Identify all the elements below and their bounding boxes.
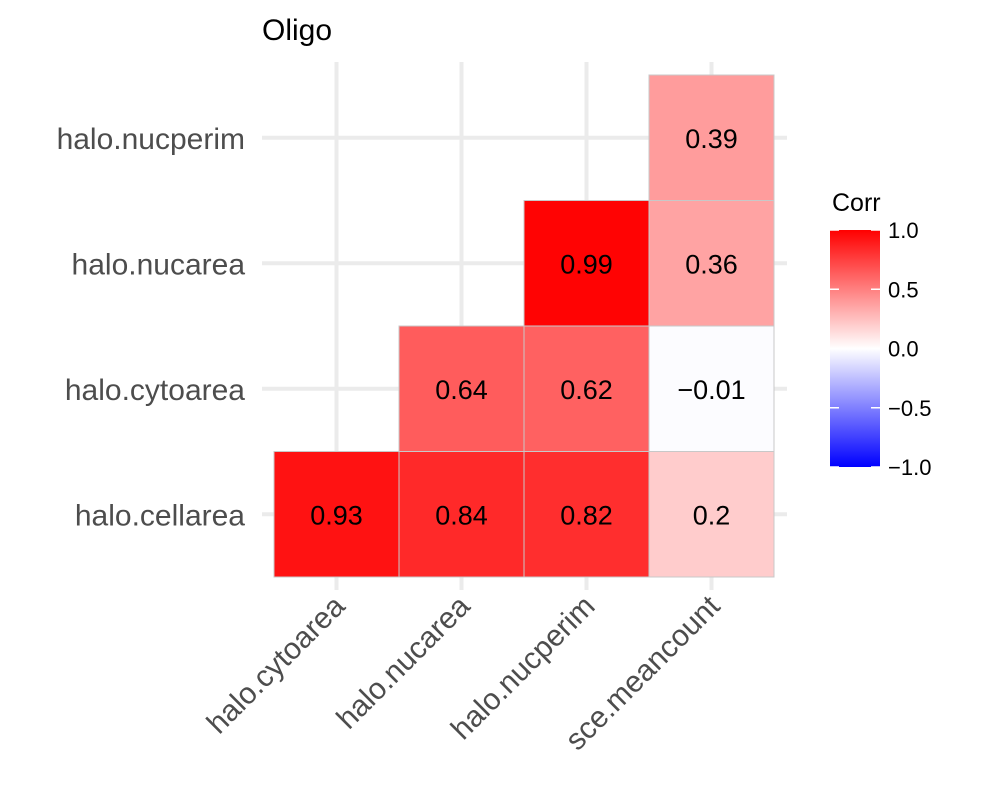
cell-value-label: 0.84 xyxy=(435,500,488,530)
y-tick-label: halo.nucarea xyxy=(72,248,246,281)
heatmap-cell xyxy=(648,451,775,578)
cell-labels-layer: 0.93 0.84 0.82 0.2 0.64 0.62 −0.01 0.99 0.36 0.39 xyxy=(310,124,745,531)
heatmap-cell xyxy=(648,200,775,327)
cell-value-label: −0.01 xyxy=(677,375,745,405)
y-tick-label: halo.cytoarea xyxy=(65,374,245,407)
cell-value-label: 0.82 xyxy=(560,500,613,530)
heatmap-cell xyxy=(523,200,650,327)
x-tick-label: halo.cytoarea xyxy=(201,589,352,740)
cell-value-label: 0.62 xyxy=(560,375,613,405)
cell-value-label: 0.39 xyxy=(685,124,738,154)
y-axis-ticks: halo.cellarea halo.cytoarea halo.nucarea ha… xyxy=(57,123,246,533)
cell-value-label: 0.93 xyxy=(310,500,363,530)
y-tick-label: halo.cellarea xyxy=(75,499,245,532)
legend-tick-label: 0.0 xyxy=(888,337,919,362)
legend-tick-label: 0.5 xyxy=(888,277,919,302)
heatmap-cell xyxy=(523,451,650,578)
heatmap-cell xyxy=(523,325,650,452)
cell-value-label: 0.2 xyxy=(693,500,731,530)
heatmap-cell xyxy=(398,451,525,578)
legend-tick-label: 1.0 xyxy=(888,218,919,243)
cell-value-label: 0.99 xyxy=(560,249,613,279)
color-legend: Corr 1.0 0.5 0.0 −0.5 −1.0 xyxy=(830,189,931,480)
cells-layer xyxy=(273,74,775,578)
heatmap-cell xyxy=(273,451,400,578)
chart-title: Oligo xyxy=(262,14,332,47)
cell-value-label: 0.36 xyxy=(685,249,738,279)
legend-title: Corr xyxy=(832,189,881,217)
x-axis-ticks: halo.cytoareahalo.nucareahalo.nucperimsc… xyxy=(201,589,727,757)
heatmap-cell xyxy=(648,74,775,201)
legend-tick-label: −0.5 xyxy=(888,396,931,421)
y-tick-label: halo.nucperim xyxy=(57,123,245,156)
legend-tick-label: −1.0 xyxy=(888,455,931,480)
cell-value-label: 0.64 xyxy=(435,375,488,405)
